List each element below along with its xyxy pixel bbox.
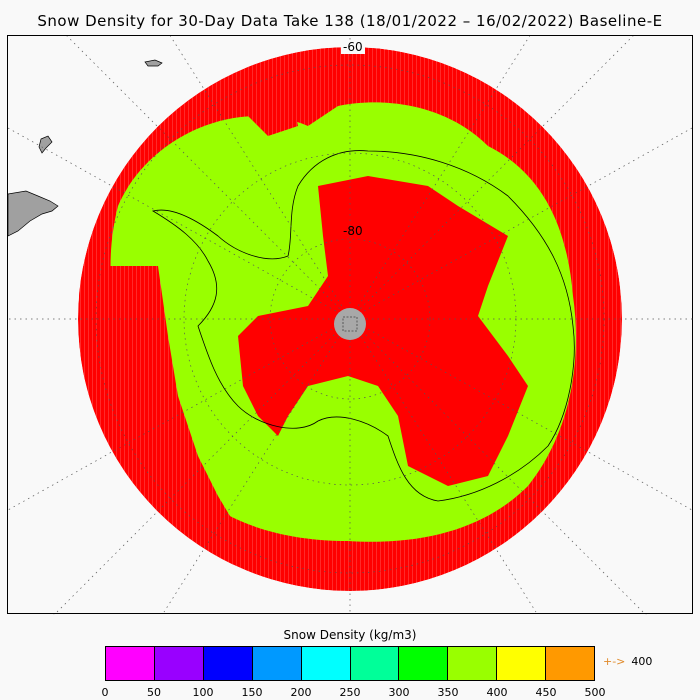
colorbar-tick-label: 400 bbox=[486, 686, 508, 699]
pole-hole bbox=[334, 308, 366, 340]
south-georgia-island bbox=[144, 59, 163, 67]
colorbar-tick-label: 300 bbox=[388, 686, 410, 699]
colorbar-tick-label: 500 bbox=[584, 686, 606, 699]
map-title: Snow Density for 30-Day Data Take 138 (1… bbox=[37, 12, 663, 30]
colorbar-title: Snow Density (kg/m3) bbox=[283, 628, 417, 642]
colorbar-segment bbox=[203, 647, 253, 680]
latitude-label-80: -80 bbox=[343, 224, 363, 238]
colorbar-tick-label: 100 bbox=[192, 686, 214, 699]
colorbar bbox=[105, 646, 595, 681]
colorbar-segment bbox=[106, 647, 155, 680]
colorbar-segment bbox=[252, 647, 302, 680]
colorbar-arrow-annotation: +-> 400 bbox=[603, 655, 652, 668]
pole-marker bbox=[342, 316, 358, 332]
colorbar-tick-label: 350 bbox=[437, 686, 459, 699]
colorbar-segment bbox=[301, 647, 351, 680]
colorbar-tick-label: 0 bbox=[101, 686, 109, 699]
arrow-value: 400 bbox=[631, 655, 653, 668]
colorbar-segment bbox=[448, 647, 498, 680]
arrow-glyph: +-> bbox=[603, 655, 626, 668]
falkland-islands bbox=[38, 135, 53, 154]
polar-map bbox=[8, 36, 694, 615]
colorbar-tick-label: 250 bbox=[339, 686, 361, 699]
colorbar-segment bbox=[497, 647, 547, 680]
antarctic-coastline bbox=[151, 150, 575, 502]
ice-sheet-high-density bbox=[238, 176, 528, 486]
colorbar-tick-label: 450 bbox=[535, 686, 557, 699]
colorbar-segment bbox=[350, 647, 400, 680]
map-panel: -60 -80 bbox=[7, 35, 694, 615]
colorbar-segment bbox=[399, 647, 449, 680]
colorbar-tick-label: 50 bbox=[147, 686, 161, 699]
latitude-label-60: -60 bbox=[341, 40, 365, 54]
colorbar-tick-label: 150 bbox=[241, 686, 263, 699]
colorbar-segment bbox=[154, 647, 204, 680]
south-america-tip bbox=[8, 190, 59, 237]
north-sector-high-density bbox=[233, 76, 298, 136]
colorbar-tick-label: 200 bbox=[290, 686, 312, 699]
colorbar-segment bbox=[546, 647, 595, 680]
